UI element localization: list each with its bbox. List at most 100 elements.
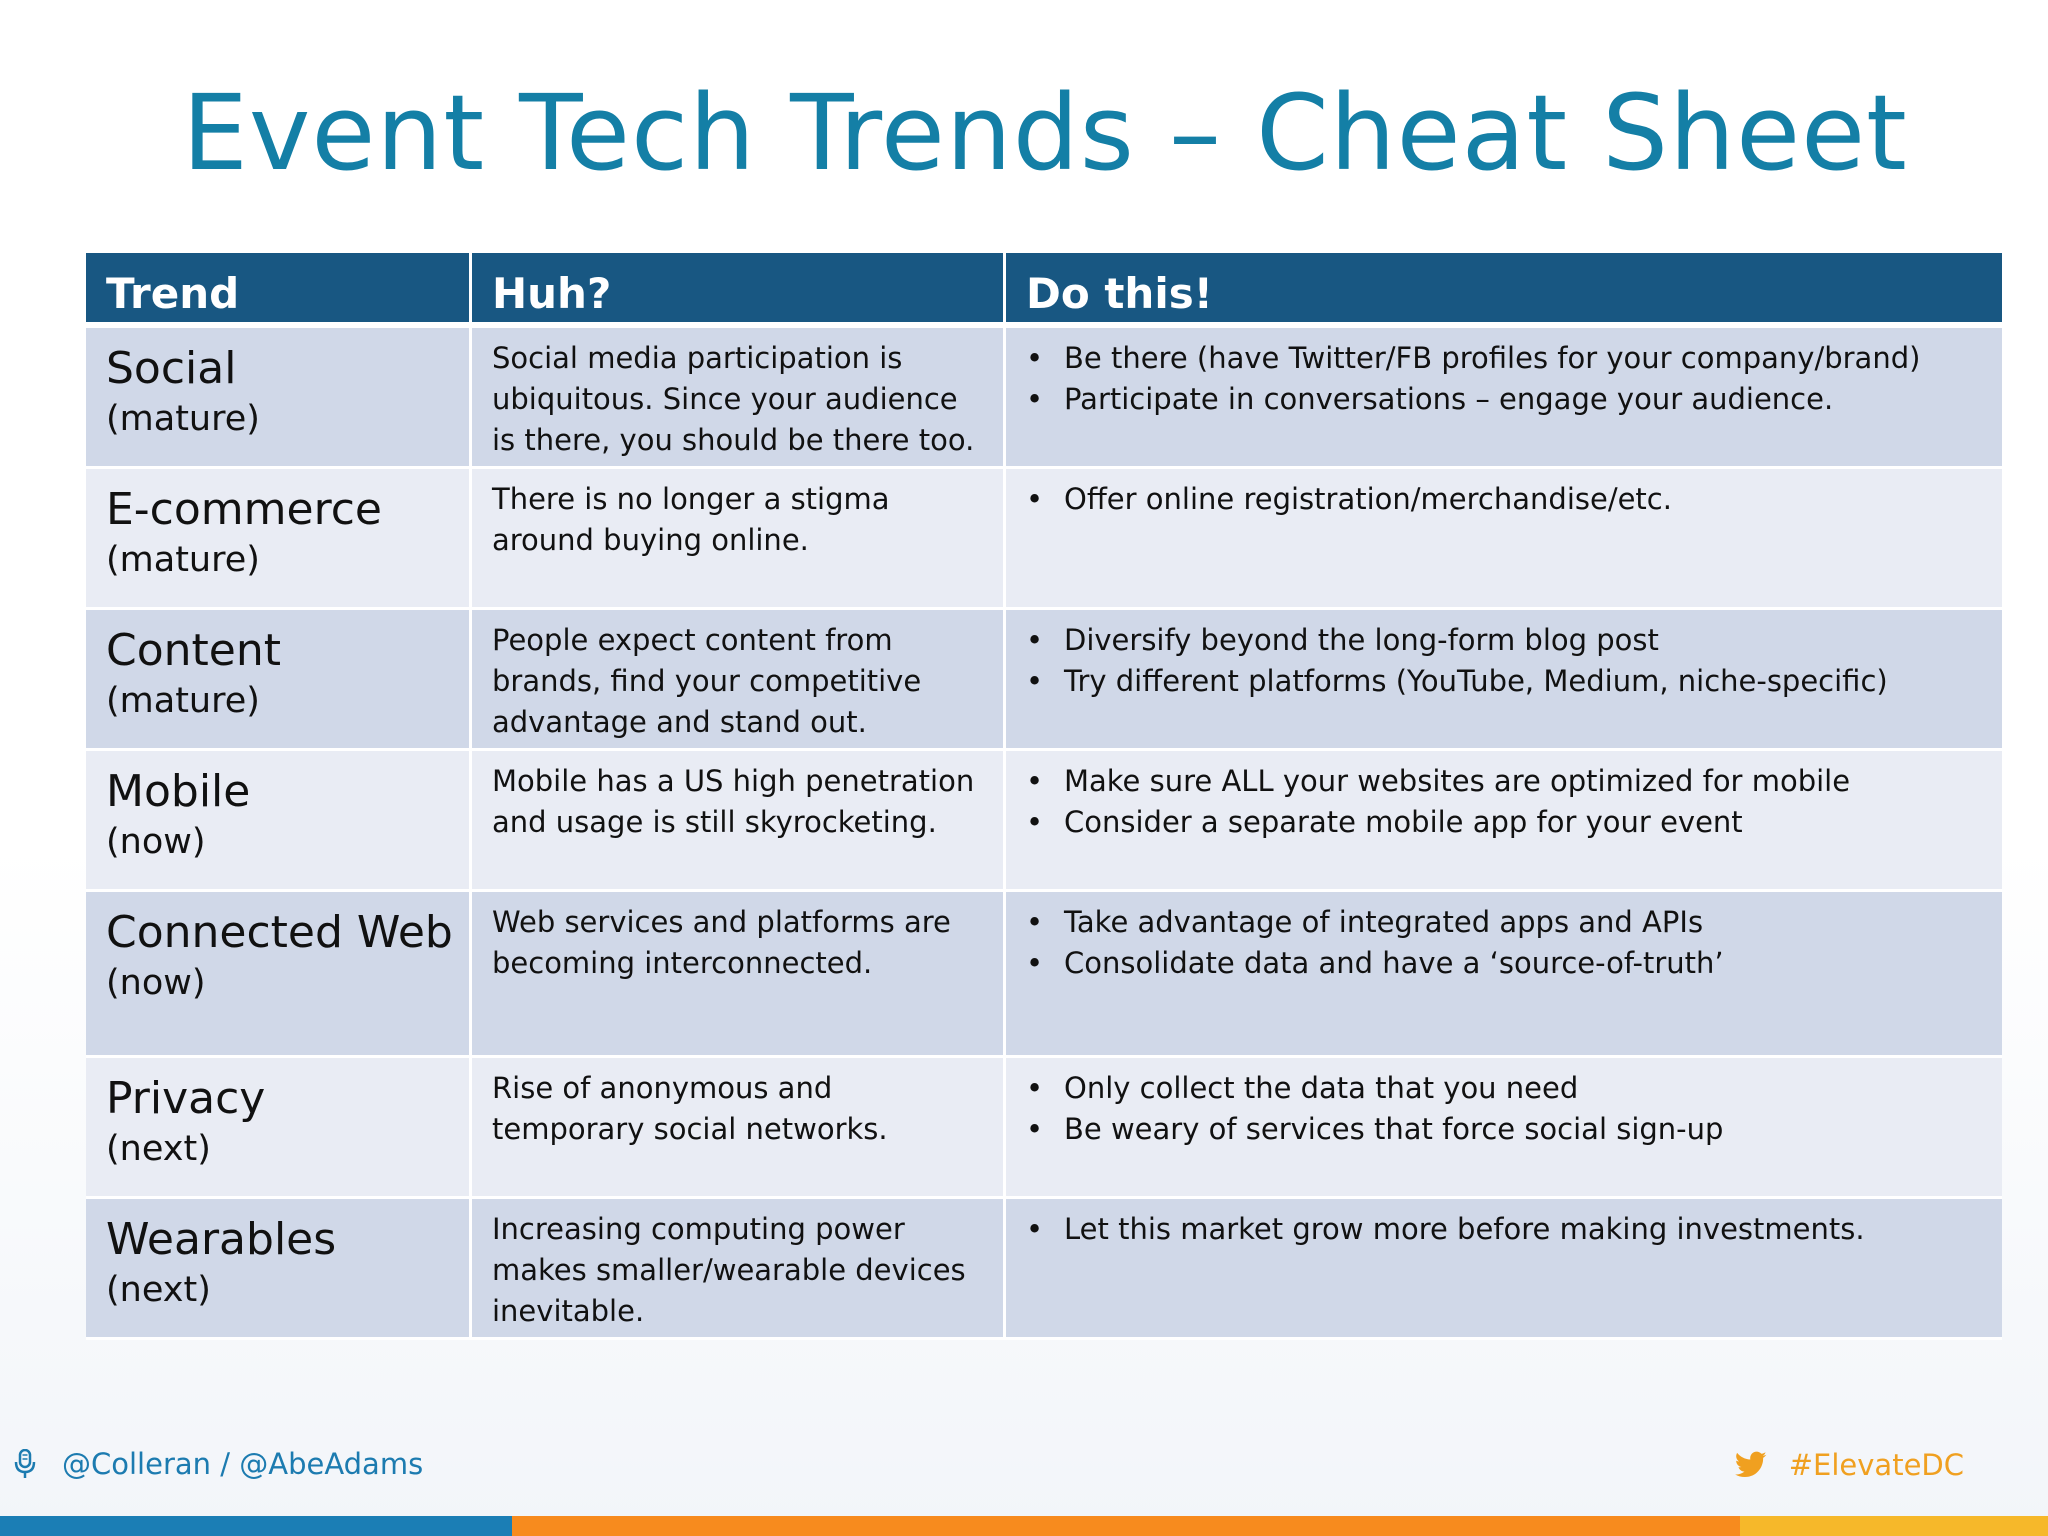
do-this-text: Let this market grow more before making … [1064,1212,1865,1246]
table-row: Content (mature) People expect content f… [86,610,2002,751]
table-row: Mobile (now) Mobile has a US high penetr… [86,751,2002,892]
huh-text: Web services and platforms are becoming … [492,905,951,980]
trend-stage: (mature) [106,540,260,580]
huh-text: Rise of anonymous and temporary social n… [492,1071,888,1146]
huh-text: Social media participation is ubiquitous… [492,341,975,457]
header-do-this-label: Do this! [1026,269,1213,318]
trend-cell: Privacy (next) [86,1058,472,1199]
huh-cell: There is no longer a stigma around buyin… [472,469,1006,610]
huh-cell: Increasing computing power makes smaller… [472,1199,1006,1340]
bullet-icon: • [1026,341,1044,375]
table-row: Social (mature) Social media participati… [86,328,2002,469]
do-this-text: Only collect the data that you need [1064,1071,1579,1105]
huh-text: People expect content from brands, find … [492,623,922,739]
do-this-text: Try different platforms (YouTube, Medium… [1064,664,1888,698]
trend-cell: Mobile (now) [86,751,472,892]
trend-stage: (mature) [106,399,260,439]
huh-cell: Web services and platforms are becoming … [472,892,1006,1058]
trend-name: Mobile [106,766,251,817]
trend-cell: Wearables (next) [86,1199,472,1340]
slide-title: Event Tech Trends – Cheat Sheet [182,72,1908,194]
do-this-item: • Make sure ALL your websites are optimiz… [1026,761,1992,802]
trend-cell: Social (mature) [86,328,472,469]
trend-cell: E-commerce (mature) [86,469,472,610]
do-this-list: • Let this market grow more before making… [1006,1199,2002,1250]
do-this-cell: • Be there (have Twitter/FB profiles for … [1006,328,2002,469]
brand-bar-orange [512,1516,1740,1536]
table-header-row: Trend Huh? Do this! [86,253,2002,328]
trend-stage: (mature) [106,681,260,721]
do-this-text: Consolidate data and have a ‘source-of-t… [1064,946,1724,980]
huh-cell: People expect content from brands, find … [472,610,1006,751]
bullet-icon: • [1026,1112,1044,1146]
do-this-item: • Take advantage of integrated apps and A… [1026,902,1992,943]
trend-cell: Connected Web (now) [86,892,472,1058]
do-this-item: • Consolidate data and have a ‘source-of-… [1026,943,1992,984]
do-this-list: • Make sure ALL your websites are optimiz… [1006,751,2002,843]
do-this-list: • Only collect the data that you need • Be… [1006,1058,2002,1150]
twitter-bird-icon [1734,1451,1767,1477]
table-row: Privacy (next) Rise of anonymous and tem… [86,1058,2002,1199]
do-this-text: Be there (have Twitter/FB profiles for y… [1064,341,1921,375]
do-this-item: • Try different platforms (YouTube, Mediu… [1026,661,1992,702]
bullet-icon: • [1026,805,1044,839]
bullet-icon: • [1026,664,1044,698]
do-this-text: Offer online registration/merchandise/et… [1064,482,1672,516]
do-this-cell: • Make sure ALL your websites are optimiz… [1006,751,2002,892]
do-this-item: • Only collect the data that you need [1026,1068,1992,1109]
trend-stage: (now) [106,822,206,862]
do-this-text: Consider a separate mobile app for your … [1064,805,1743,839]
huh-cell: Mobile has a US high penetration and usa… [472,751,1006,892]
huh-cell: Rise of anonymous and temporary social n… [472,1058,1006,1199]
brand-color-bar [0,1516,2048,1536]
bullet-icon: • [1026,1071,1044,1105]
do-this-list: • Take advantage of integrated apps and A… [1006,892,2002,984]
trend-name: Connected Web [106,907,453,958]
huh-text: There is no longer a stigma around buyin… [492,482,890,557]
huh-cell: Social media participation is ubiquitous… [472,328,1006,469]
do-this-cell: • Let this market grow more before making… [1006,1199,2002,1340]
trend-stage: (next) [106,1129,211,1169]
header-trend-label: Trend [106,269,240,318]
table-row: Wearables (next) Increasing computing po… [86,1199,2002,1340]
do-this-text: Be weary of services that force social s… [1064,1112,1724,1146]
bullet-icon: • [1026,482,1044,516]
table-row: Connected Web (now) Web services and pla… [86,892,2002,1058]
footer-authors: @Colleran / @AbeAdams [14,1444,423,1484]
do-this-text: Make sure ALL your websites are optimize… [1064,764,1851,798]
do-this-text: Take advantage of integrated apps and AP… [1064,905,1704,939]
do-this-item: • Participate in conversations – engage y… [1026,379,1992,420]
bullet-icon: • [1026,623,1044,657]
footer-hashtag: #ElevateDC [1734,1444,1964,1486]
trend-cell: Content (mature) [86,610,472,751]
do-this-cell: • Only collect the data that you need • Be… [1006,1058,2002,1199]
footer-hashtag-text: #ElevateDC [1788,1448,1964,1482]
trend-name: Content [106,625,281,676]
table-row: E-commerce (mature) There is no longer a… [86,469,2002,610]
do-this-text: Participate in conversations – engage yo… [1064,382,1834,416]
footer-authors-text: @Colleran / @AbeAdams [62,1447,424,1481]
brand-bar-blue [0,1516,512,1536]
trend-name: E-commerce [106,484,382,535]
do-this-item: • Diversify beyond the long-form blog pos… [1026,620,1992,661]
do-this-item: • Be there (have Twitter/FB profiles for … [1026,338,1992,379]
do-this-item: • Offer online registration/merchandise/e… [1026,479,1992,520]
header-huh-label: Huh? [492,269,612,318]
do-this-cell: • Diversify beyond the long-form blog pos… [1006,610,2002,751]
bullet-icon: • [1026,764,1044,798]
trends-table: Trend Huh? Do this! Social (mature) Soci… [86,253,2002,1340]
do-this-cell: • Offer online registration/merchandise/e… [1006,469,2002,610]
bullet-icon: • [1026,905,1044,939]
microphone-icon [14,1449,36,1478]
trend-stage: (now) [106,963,206,1003]
do-this-item: • Let this market grow more before making… [1026,1209,1992,1250]
trend-name: Privacy [106,1073,266,1124]
huh-text: Increasing computing power makes smaller… [492,1212,966,1328]
do-this-item: • Be weary of services that force social … [1026,1109,1992,1150]
do-this-cell: • Take advantage of integrated apps and A… [1006,892,2002,1058]
trend-name: Wearables [106,1214,337,1265]
do-this-list: • Be there (have Twitter/FB profiles for … [1006,328,2002,420]
header-trend: Trend [86,253,472,328]
bullet-icon: • [1026,946,1044,980]
do-this-list: • Offer online registration/merchandise/e… [1006,469,2002,520]
